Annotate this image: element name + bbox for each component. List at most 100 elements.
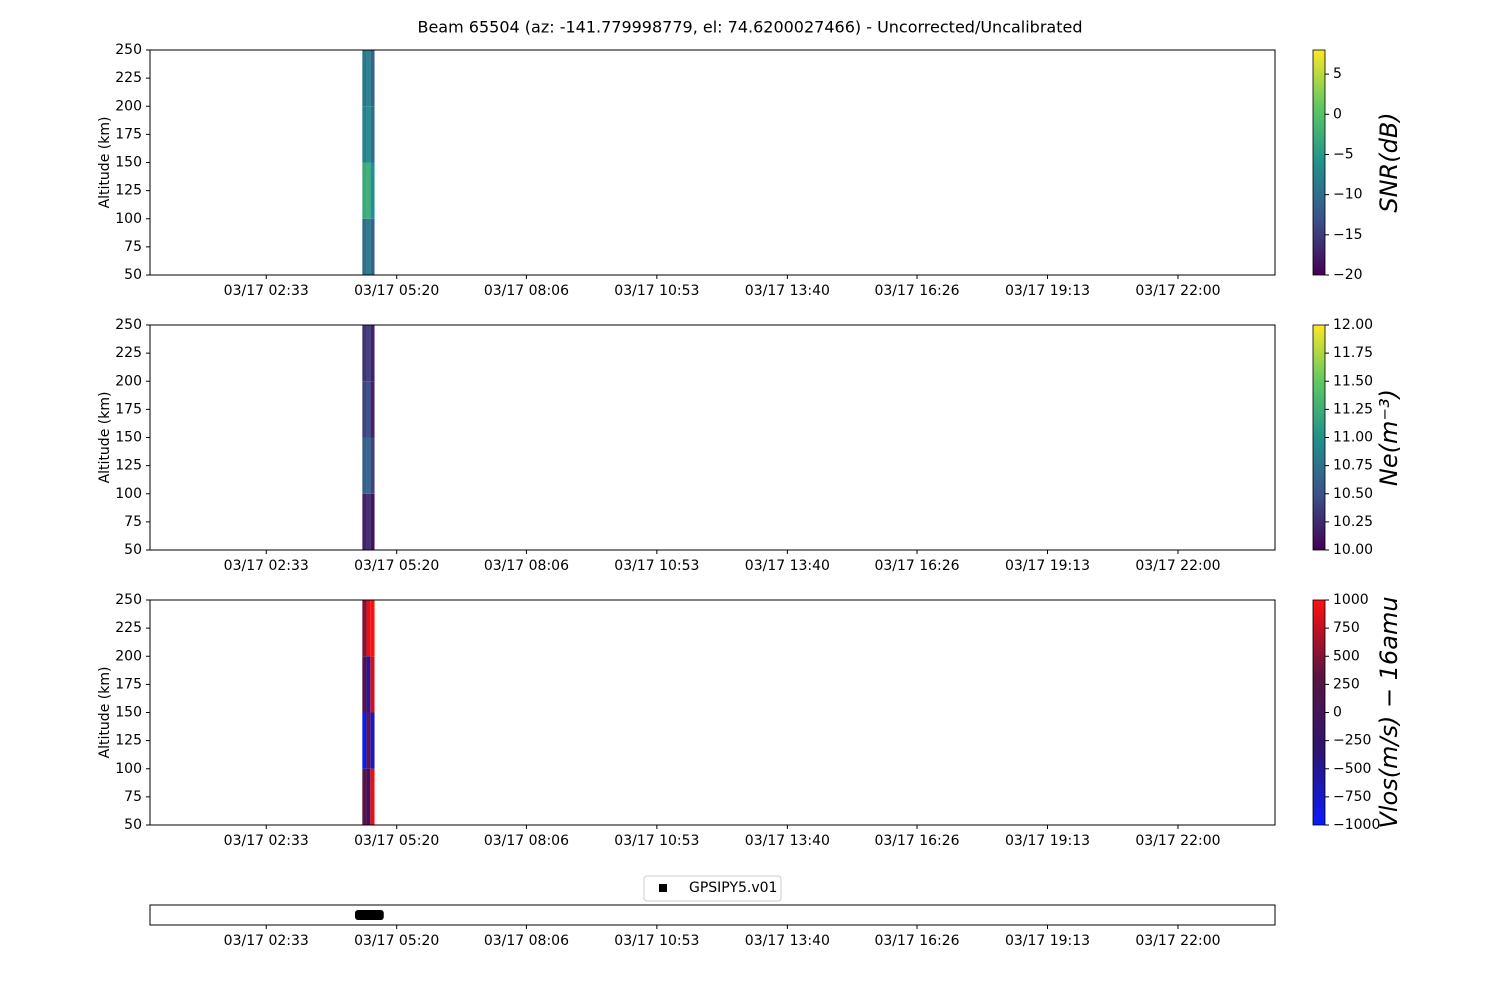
heatmap-cell [362, 325, 367, 382]
heatmap-cell [362, 162, 367, 219]
heatmap-cell [362, 768, 367, 825]
y-tick-label: 225 [115, 70, 142, 86]
colorbar [1312, 49, 1326, 276]
heatmap-cell [370, 162, 375, 219]
x-tick-label: 03/17 16:26 [874, 933, 959, 949]
x-tick-label: 03/17 22:00 [1135, 933, 1220, 949]
colorbar-tick-label: 10.50 [1333, 486, 1373, 502]
y-tick-label: 50 [124, 267, 142, 283]
x-tick-label: 03/17 02:33 [224, 558, 309, 574]
heatmap-cell [370, 712, 375, 769]
x-tick-label: 03/17 19:13 [1005, 933, 1090, 949]
x-tick-label: 03/17 19:13 [1005, 283, 1090, 299]
y-tick-label: 225 [115, 345, 142, 361]
y-tick-label: 100 [115, 486, 142, 502]
colorbar-tick-label: 500 [1333, 648, 1360, 664]
heatmap-cell [362, 600, 367, 657]
y-tick-label: 100 [115, 761, 142, 777]
colorbar-tick-label: 0 [1333, 705, 1342, 721]
x-tick-label: 03/17 16:26 [874, 283, 959, 299]
heatmap-cell [362, 50, 367, 107]
heatmap-cell [370, 493, 375, 550]
heatmap-cell [370, 768, 375, 825]
y-tick-label: 75 [124, 514, 142, 530]
heatmap-cell [362, 106, 367, 163]
colorbar-tick-label: 11.75 [1333, 345, 1373, 361]
heatmap-cell [370, 218, 375, 275]
y-tick-label: 250 [115, 592, 142, 608]
axes-frame [149, 324, 1276, 551]
y-axis-label: Altitude (km) [97, 667, 113, 759]
x-tick-label: 03/17 02:33 [224, 833, 309, 849]
heatmap-cell [366, 381, 371, 438]
heatmap-cell [366, 768, 371, 825]
colorbar-tick-label: −500 [1333, 761, 1371, 777]
x-tick-label: 03/17 08:06 [484, 833, 569, 849]
x-tick-label: 03/17 02:33 [224, 283, 309, 299]
y-tick-label: 125 [115, 733, 142, 749]
x-tick-label: 03/17 13:40 [745, 833, 830, 849]
x-tick-label: 03/17 08:06 [484, 283, 569, 299]
heatmap-cell [362, 493, 367, 550]
heatmap-cell [366, 656, 371, 713]
x-tick-label: 03/17 22:00 [1135, 558, 1220, 574]
colorbar-label: Vlos(m/s) − 16amu [1375, 596, 1403, 828]
colorbar-tick-label: 11.50 [1333, 373, 1373, 389]
x-tick-label: 03/17 13:40 [745, 283, 830, 299]
y-tick-label: 175 [115, 676, 142, 692]
colorbar-tick-label: −1000 [1333, 817, 1380, 833]
y-tick-label: 200 [115, 648, 142, 664]
y-tick-label: 125 [115, 183, 142, 199]
y-tick-label: 250 [115, 42, 142, 58]
heatmap-cell [370, 437, 375, 494]
heatmap-cell [370, 381, 375, 438]
heatmap-cell [362, 437, 367, 494]
x-tick-label: 03/17 22:00 [1135, 833, 1220, 849]
heatmap-cell [370, 656, 375, 713]
heatmap-cell [366, 712, 371, 769]
x-tick-label: 03/17 08:06 [484, 933, 569, 949]
y-tick-label: 75 [124, 789, 142, 805]
colorbar-tick-label: 10.25 [1333, 514, 1373, 530]
colorbar-tick-label: −250 [1333, 733, 1371, 749]
y-tick-label: 175 [115, 126, 142, 142]
colorbar-tick-label: 750 [1333, 620, 1360, 636]
x-tick-label: 03/17 02:33 [224, 933, 309, 949]
x-tick-label: 03/17 13:40 [745, 558, 830, 574]
heatmap-cell [362, 712, 367, 769]
heatmap-cell [370, 600, 375, 657]
x-tick-label: 03/17 05:20 [354, 558, 439, 574]
colorbar [1312, 324, 1326, 551]
heatmap-cell [366, 106, 371, 163]
x-tick-label: 03/17 19:13 [1005, 558, 1090, 574]
heatmap-cell [366, 325, 371, 382]
heatmap-cell [366, 218, 371, 275]
x-tick-label: 03/17 22:00 [1135, 283, 1220, 299]
axes-frame [149, 599, 1276, 826]
colorbar-tick-label: 0 [1333, 106, 1342, 122]
colorbar-tick-label: −750 [1333, 789, 1371, 805]
colorbar-tick-label: 12.00 [1333, 317, 1373, 333]
heatmap-cell [362, 218, 367, 275]
y-tick-label: 50 [124, 542, 142, 558]
colorbar-tick-label: 11.00 [1333, 430, 1373, 446]
x-tick-label: 03/17 10:53 [614, 833, 699, 849]
y-tick-label: 250 [115, 317, 142, 333]
y-tick-label: 150 [115, 430, 142, 446]
colorbar-tick-label: −10 [1333, 187, 1363, 203]
x-tick-label: 03/17 05:20 [354, 283, 439, 299]
chart-title: Beam 65504 (az: -141.779998779, el: 74.6… [417, 18, 1082, 37]
heatmap-cell [370, 50, 375, 107]
x-tick-label: 03/17 05:20 [354, 933, 439, 949]
y-tick-label: 75 [124, 239, 142, 255]
colorbar [1312, 599, 1326, 826]
y-tick-label: 150 [115, 705, 142, 721]
y-tick-label: 150 [115, 155, 142, 171]
y-tick-label: 200 [115, 98, 142, 114]
colorbar-tick-label: 5 [1333, 66, 1342, 82]
x-tick-label: 03/17 13:40 [745, 933, 830, 949]
heatmap-cell [366, 50, 371, 107]
colorbar-label: Ne(m⁻³) [1375, 389, 1403, 486]
colorbar-tick-label: −5 [1333, 146, 1354, 162]
heatmap-cell [366, 437, 371, 494]
